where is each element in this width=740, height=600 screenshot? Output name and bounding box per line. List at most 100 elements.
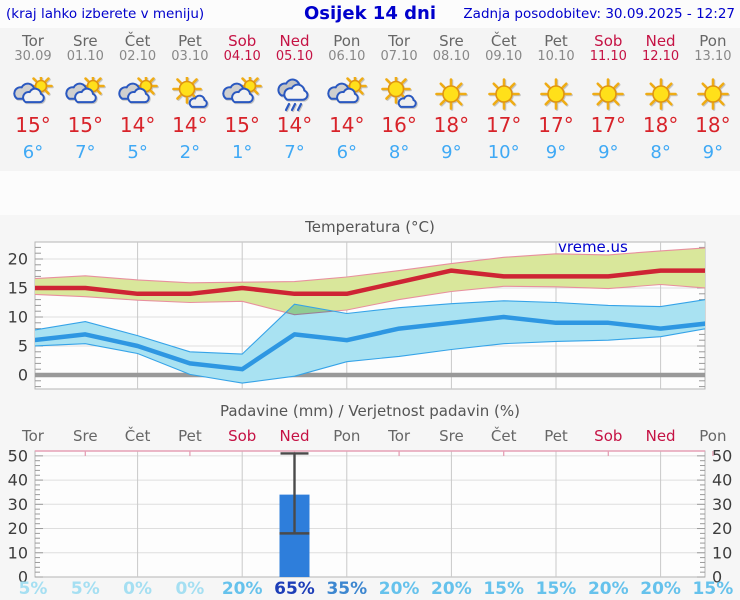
low-temp: 7° bbox=[75, 142, 96, 163]
low-temp: 6° bbox=[336, 142, 358, 163]
day-date: 03.10 bbox=[171, 49, 209, 64]
day-name: Sob bbox=[594, 32, 623, 50]
precip-probability: 20% bbox=[221, 579, 263, 599]
day-date: 05.10 bbox=[275, 49, 314, 64]
day-name: Tor bbox=[22, 32, 44, 50]
low-temp: 10° bbox=[487, 142, 520, 163]
day-date: 30.09 bbox=[14, 49, 52, 64]
day-name: Čet bbox=[490, 32, 517, 50]
high-temp: 18° bbox=[695, 113, 731, 137]
day-name: Sre bbox=[439, 32, 464, 50]
day-date: 01.10 bbox=[66, 49, 104, 64]
low-temp: 6° bbox=[22, 142, 44, 163]
weather-icon-partly-cloudy bbox=[116, 74, 160, 117]
precip-day-label: Ned bbox=[645, 427, 676, 445]
precip-probability: 5% bbox=[18, 579, 48, 599]
weather-icon-mostly-sunny bbox=[377, 74, 421, 117]
precip-probability: 20% bbox=[587, 579, 629, 599]
high-temp: 17° bbox=[538, 113, 574, 137]
high-temp: 15° bbox=[224, 113, 260, 137]
temperature-chart-title: Temperatura (°C) bbox=[305, 218, 435, 236]
day-name: Čet bbox=[124, 32, 151, 50]
weather-icon-partly-cloudy bbox=[325, 74, 369, 117]
day-date: 09.10 bbox=[485, 49, 523, 64]
precip-probability: 0% bbox=[175, 579, 205, 599]
day-name: Pon bbox=[699, 32, 727, 50]
high-temp: 17° bbox=[485, 113, 522, 137]
weather-icon-sunny bbox=[429, 77, 473, 117]
weather-icon-partly-cloudy bbox=[220, 74, 264, 117]
weather-icon-sunny bbox=[534, 77, 578, 117]
precip-day-label: Sre bbox=[439, 427, 464, 445]
high-temp: 16° bbox=[381, 113, 417, 137]
low-temp: 9° bbox=[598, 142, 619, 163]
precip-probability: 15% bbox=[483, 579, 525, 599]
precip-day-label: Tor bbox=[22, 427, 44, 445]
day-date: 06.10 bbox=[328, 49, 366, 64]
precip-day-label: Pet bbox=[544, 427, 568, 445]
precip-day-label: Pon bbox=[333, 427, 361, 445]
precip-probability: 20% bbox=[378, 579, 420, 599]
day-date: 08.10 bbox=[432, 49, 470, 64]
weather-icon-rain bbox=[273, 77, 317, 117]
precip-probability: 35% bbox=[326, 579, 368, 599]
precip-day-label: Pon bbox=[699, 427, 727, 445]
precipitation-chart-title: Padavine (mm) / Verjetnost padavin (%) bbox=[220, 402, 520, 420]
watermark-link[interactable]: vreme.us bbox=[558, 238, 628, 256]
day-date: 07.10 bbox=[380, 49, 418, 64]
menu-hint-note: (kraj lahko izberete v meniju) bbox=[6, 6, 205, 22]
last-updated: Zadnja posodobitev: 30.09.2025 - 12:27 bbox=[463, 6, 735, 22]
precip-probability: 20% bbox=[431, 579, 472, 599]
day-name: Sre bbox=[73, 32, 98, 50]
high-temp: 14° bbox=[172, 113, 208, 137]
day-date: 12.10 bbox=[641, 49, 680, 64]
day-name: Tor bbox=[388, 32, 411, 50]
precip-day-label: Sre bbox=[73, 427, 98, 445]
low-temp: 2° bbox=[179, 142, 201, 163]
day-date: 13.10 bbox=[694, 49, 732, 64]
weather-icon-sunny bbox=[586, 77, 630, 117]
day-date: 10.10 bbox=[537, 49, 575, 64]
weather-icon-partly-cloudy bbox=[63, 74, 107, 117]
high-temp: 14° bbox=[329, 113, 365, 137]
precip-day-label: Čet bbox=[490, 427, 517, 445]
day-name: Sob bbox=[228, 32, 257, 50]
precip-day-label: Pet bbox=[178, 427, 202, 445]
high-temp: 14° bbox=[119, 113, 156, 137]
high-temp: 18° bbox=[642, 113, 679, 137]
day-name: Ned bbox=[279, 32, 310, 50]
low-temp: 1° bbox=[231, 142, 253, 163]
low-temp: 7° bbox=[284, 142, 305, 163]
day-date: 11.10 bbox=[589, 49, 627, 64]
precip-probability: 15% bbox=[535, 579, 577, 599]
precip-day-label: Tor bbox=[388, 427, 411, 445]
day-name: Pet bbox=[178, 32, 202, 50]
low-temp: 8° bbox=[650, 142, 671, 163]
precip-probability: 15% bbox=[692, 579, 734, 599]
low-temp: 9° bbox=[702, 142, 724, 163]
day-name: Ned bbox=[645, 32, 676, 50]
day-date: 02.10 bbox=[118, 49, 157, 64]
low-temp: 5° bbox=[127, 142, 148, 163]
precip-probability: 5% bbox=[70, 579, 100, 599]
high-temp: 14° bbox=[276, 113, 313, 137]
weather-icon-partly-cloudy bbox=[11, 74, 55, 117]
precip-day-label: Sob bbox=[594, 427, 623, 445]
weather-icon-sunny bbox=[691, 77, 735, 117]
weather-icon-mostly-sunny bbox=[168, 74, 212, 117]
precip-day-label: Ned bbox=[279, 427, 310, 445]
precip-probability: 0% bbox=[123, 579, 153, 599]
high-temp: 15° bbox=[15, 113, 51, 137]
high-temp: 18° bbox=[433, 113, 470, 137]
low-temp: 9° bbox=[441, 142, 462, 163]
day-name: Pet bbox=[544, 32, 568, 50]
day-name: Pon bbox=[333, 32, 361, 50]
weather-icon-sunny bbox=[639, 77, 683, 117]
precip-day-label: Sob bbox=[228, 427, 257, 445]
weather-icon-sunny bbox=[482, 77, 526, 117]
high-temp: 15° bbox=[67, 113, 104, 137]
day-date: 04.10 bbox=[223, 49, 261, 64]
precip-day-label: Čet bbox=[124, 427, 151, 445]
page-title: Osijek 14 dni bbox=[304, 3, 436, 24]
precip-probability: 65% bbox=[274, 579, 315, 599]
